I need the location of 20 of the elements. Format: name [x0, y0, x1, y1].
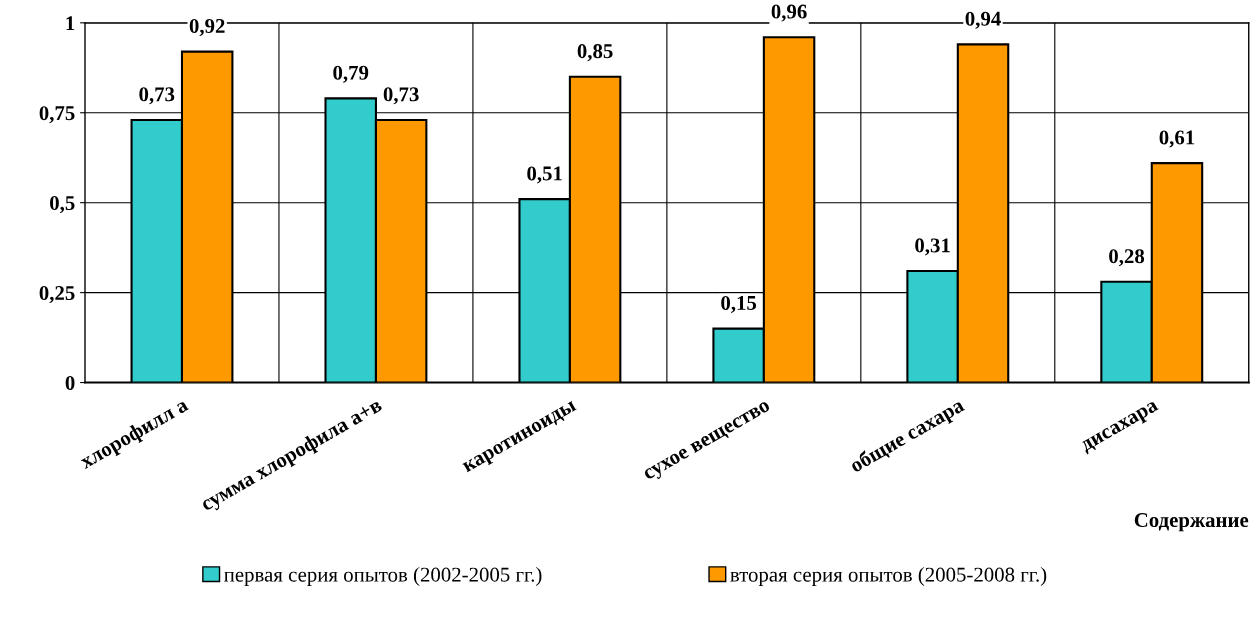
y-tick-label: 0,75: [39, 106, 75, 124]
y-tick-label: 0,5: [50, 196, 75, 214]
data-label: 0,94: [965, 11, 1001, 29]
legend-label: вторая серия опытов (2005-2008 гг.): [730, 567, 1047, 586]
data-label: 0,73: [383, 87, 419, 105]
y-tick-label: 1: [66, 16, 75, 31]
data-label: 0,73: [139, 87, 175, 105]
data-label: 0,31: [915, 238, 950, 256]
data-label: 0,79: [333, 65, 369, 83]
x-axis-title: Содержание: [1134, 513, 1249, 532]
data-label: 0,96: [771, 4, 807, 22]
data-label: 0,61: [1159, 130, 1195, 148]
data-label: 0,28: [1109, 249, 1145, 267]
y-tick-label: 0,25: [39, 285, 75, 304]
data-label: 0,15: [721, 295, 757, 313]
data-label: 0,51: [527, 166, 562, 184]
legend-label: первая серия опытов (2002-2005 гг.): [224, 567, 542, 586]
data-label: 0,92: [189, 18, 225, 37]
y-tick-label: 0: [65, 375, 75, 390]
data-label: 0,85: [577, 44, 613, 62]
